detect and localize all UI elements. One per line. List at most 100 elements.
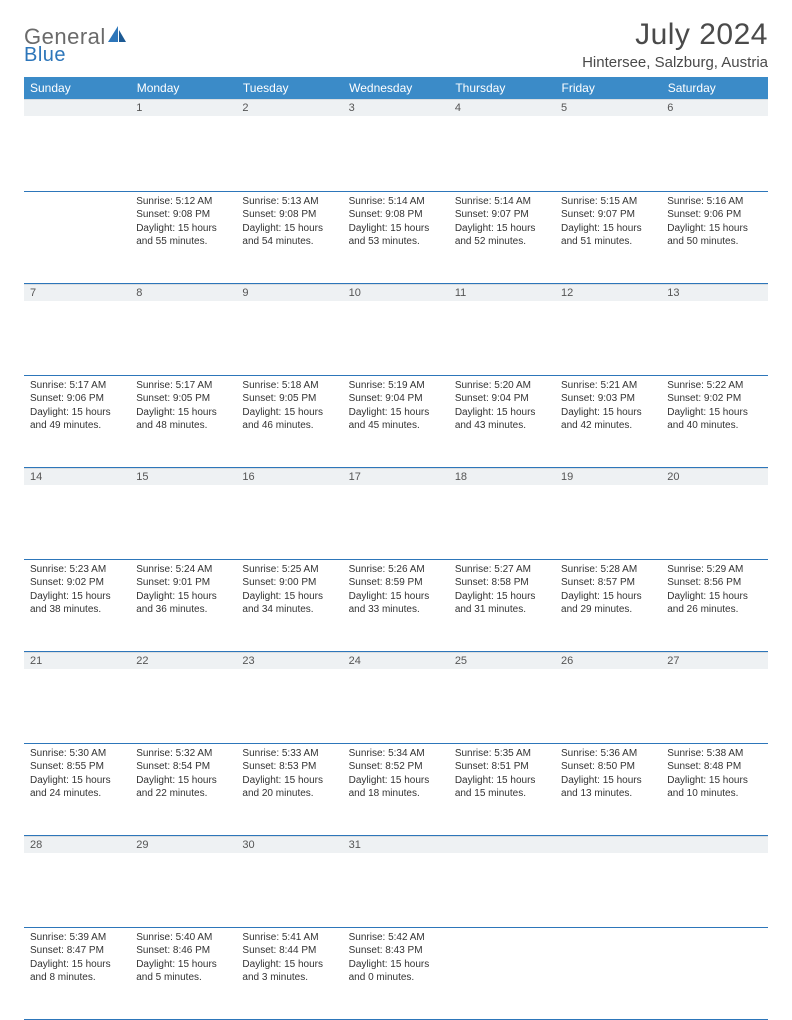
day-details: Sunrise: 5:26 AMSunset: 8:59 PMDaylight:… — [343, 560, 449, 623]
day-details: Sunrise: 5:39 AMSunset: 8:47 PMDaylight:… — [24, 928, 130, 991]
day-details: Sunrise: 5:35 AMSunset: 8:51 PMDaylight:… — [449, 744, 555, 807]
col-header: Tuesday — [236, 77, 342, 99]
day-details: Sunrise: 5:30 AMSunset: 8:55 PMDaylight:… — [24, 744, 130, 807]
sunrise-line: Sunrise: 5:16 AM — [667, 195, 761, 209]
day-details: Sunrise: 5:17 AMSunset: 9:05 PMDaylight:… — [130, 376, 236, 439]
day-number: 20 — [661, 468, 767, 485]
day-details: Sunrise: 5:15 AMSunset: 9:07 PMDaylight:… — [555, 192, 661, 255]
day-details: Sunrise: 5:19 AMSunset: 9:04 PMDaylight:… — [343, 376, 449, 439]
calendar-cell: Sunrise: 5:16 AMSunset: 9:06 PMDaylight:… — [661, 191, 767, 283]
day-number: 1 — [130, 99, 236, 116]
daylight-line: Daylight: 15 hours and 54 minutes. — [242, 222, 336, 249]
sail-icon — [106, 24, 128, 51]
day-number: 22 — [130, 652, 236, 669]
day-details: Sunrise: 5:21 AMSunset: 9:03 PMDaylight:… — [555, 376, 661, 439]
day-number — [449, 836, 555, 853]
day-details: Sunrise: 5:16 AMSunset: 9:06 PMDaylight:… — [661, 192, 767, 255]
month-title: July 2024 — [582, 18, 768, 52]
sunrise-line: Sunrise: 5:19 AM — [349, 379, 443, 393]
calendar-cell: Sunrise: 5:22 AMSunset: 9:02 PMDaylight:… — [661, 375, 767, 467]
sunset-line: Sunset: 8:59 PM — [349, 576, 443, 590]
sunrise-line: Sunrise: 5:23 AM — [30, 563, 124, 577]
day-details: Sunrise: 5:14 AMSunset: 9:07 PMDaylight:… — [449, 192, 555, 255]
daylight-line: Daylight: 15 hours and 36 minutes. — [136, 590, 230, 617]
sunrise-line: Sunrise: 5:21 AM — [561, 379, 655, 393]
daylight-line: Daylight: 15 hours and 34 minutes. — [242, 590, 336, 617]
sunrise-line: Sunrise: 5:34 AM — [349, 747, 443, 761]
day-details: Sunrise: 5:18 AMSunset: 9:05 PMDaylight:… — [236, 376, 342, 439]
day-number: 28 — [24, 836, 130, 853]
sunset-line: Sunset: 9:06 PM — [30, 392, 124, 406]
day-number: 24 — [343, 652, 449, 669]
sunrise-line: Sunrise: 5:12 AM — [136, 195, 230, 209]
daylight-line: Daylight: 15 hours and 43 minutes. — [455, 406, 549, 433]
day-number: 7 — [24, 284, 130, 301]
col-header: Friday — [555, 77, 661, 99]
day-details: Sunrise: 5:27 AMSunset: 8:58 PMDaylight:… — [449, 560, 555, 623]
sunrise-line: Sunrise: 5:14 AM — [455, 195, 549, 209]
calendar-table: SundayMondayTuesdayWednesdayThursdayFrid… — [24, 77, 768, 1020]
day-details: Sunrise: 5:14 AMSunset: 9:08 PMDaylight:… — [343, 192, 449, 255]
sunset-line: Sunset: 9:08 PM — [242, 208, 336, 222]
sunset-line: Sunset: 9:06 PM — [667, 208, 761, 222]
daylight-line: Daylight: 15 hours and 3 minutes. — [242, 958, 336, 985]
day-number: 4 — [449, 99, 555, 116]
day-details: Sunrise: 5:32 AMSunset: 8:54 PMDaylight:… — [130, 744, 236, 807]
calendar-cell: Sunrise: 5:32 AMSunset: 8:54 PMDaylight:… — [130, 743, 236, 835]
daylight-line: Daylight: 15 hours and 13 minutes. — [561, 774, 655, 801]
daylight-line: Daylight: 15 hours and 15 minutes. — [455, 774, 549, 801]
calendar-cell: Sunrise: 5:25 AMSunset: 9:00 PMDaylight:… — [236, 559, 342, 651]
sunset-line: Sunset: 9:07 PM — [561, 208, 655, 222]
sunset-line: Sunset: 9:04 PM — [349, 392, 443, 406]
day-details: Sunrise: 5:29 AMSunset: 8:56 PMDaylight:… — [661, 560, 767, 623]
calendar-cell: Sunrise: 5:24 AMSunset: 9:01 PMDaylight:… — [130, 559, 236, 651]
day-number — [24, 99, 130, 116]
day-details: Sunrise: 5:24 AMSunset: 9:01 PMDaylight:… — [130, 560, 236, 623]
sunrise-line: Sunrise: 5:17 AM — [30, 379, 124, 393]
sunrise-line: Sunrise: 5:27 AM — [455, 563, 549, 577]
sunset-line: Sunset: 9:00 PM — [242, 576, 336, 590]
day-details: Sunrise: 5:36 AMSunset: 8:50 PMDaylight:… — [555, 744, 661, 807]
sunset-line: Sunset: 9:07 PM — [455, 208, 549, 222]
daylight-line: Daylight: 15 hours and 46 minutes. — [242, 406, 336, 433]
daylight-line: Daylight: 15 hours and 51 minutes. — [561, 222, 655, 249]
daylight-line: Daylight: 15 hours and 0 minutes. — [349, 958, 443, 985]
daylight-line: Daylight: 15 hours and 50 minutes. — [667, 222, 761, 249]
daylight-line: Daylight: 15 hours and 29 minutes. — [561, 590, 655, 617]
sunset-line: Sunset: 8:54 PM — [136, 760, 230, 774]
day-details: Sunrise: 5:41 AMSunset: 8:44 PMDaylight:… — [236, 928, 342, 991]
day-number: 15 — [130, 468, 236, 485]
col-header: Thursday — [449, 77, 555, 99]
sunrise-line: Sunrise: 5:22 AM — [667, 379, 761, 393]
sunset-line: Sunset: 9:02 PM — [30, 576, 124, 590]
daylight-line: Daylight: 15 hours and 8 minutes. — [30, 958, 124, 985]
sunrise-line: Sunrise: 5:35 AM — [455, 747, 549, 761]
daylight-line: Daylight: 15 hours and 20 minutes. — [242, 774, 336, 801]
day-number: 17 — [343, 468, 449, 485]
sunset-line: Sunset: 8:44 PM — [242, 944, 336, 958]
day-number — [661, 836, 767, 853]
calendar-cell — [555, 927, 661, 1019]
day-number: 8 — [130, 284, 236, 301]
sunset-line: Sunset: 8:48 PM — [667, 760, 761, 774]
sunrise-line: Sunrise: 5:41 AM — [242, 931, 336, 945]
sunset-line: Sunset: 9:08 PM — [349, 208, 443, 222]
sunset-line: Sunset: 8:55 PM — [30, 760, 124, 774]
day-details: Sunrise: 5:12 AMSunset: 9:08 PMDaylight:… — [130, 192, 236, 255]
day-number — [555, 836, 661, 853]
sunset-line: Sunset: 9:05 PM — [242, 392, 336, 406]
day-details: Sunrise: 5:22 AMSunset: 9:02 PMDaylight:… — [661, 376, 767, 439]
sunset-line: Sunset: 9:04 PM — [455, 392, 549, 406]
calendar-cell: Sunrise: 5:14 AMSunset: 9:08 PMDaylight:… — [343, 191, 449, 283]
day-details: Sunrise: 5:23 AMSunset: 9:02 PMDaylight:… — [24, 560, 130, 623]
sunrise-line: Sunrise: 5:18 AM — [242, 379, 336, 393]
day-number: 23 — [236, 652, 342, 669]
daylight-line: Daylight: 15 hours and 38 minutes. — [30, 590, 124, 617]
calendar-cell: Sunrise: 5:35 AMSunset: 8:51 PMDaylight:… — [449, 743, 555, 835]
calendar-cell: Sunrise: 5:28 AMSunset: 8:57 PMDaylight:… — [555, 559, 661, 651]
day-number: 12 — [555, 284, 661, 301]
sunset-line: Sunset: 9:08 PM — [136, 208, 230, 222]
day-number: 5 — [555, 99, 661, 116]
day-number: 27 — [661, 652, 767, 669]
day-number: 18 — [449, 468, 555, 485]
